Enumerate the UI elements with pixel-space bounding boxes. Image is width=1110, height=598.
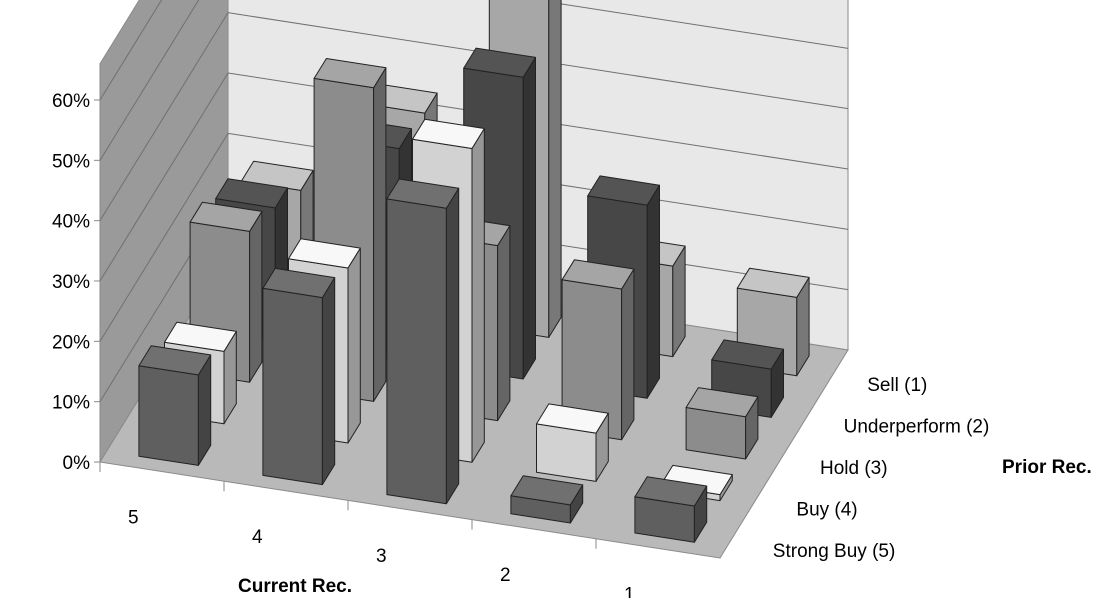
z-tick-label: 50% <box>52 151 90 172</box>
bar-side-face <box>497 225 511 422</box>
bar-side-face <box>471 128 485 463</box>
z-tick-label: 60% <box>52 91 90 112</box>
x-tick-label: 4 <box>252 527 263 548</box>
bar-side-face <box>373 67 387 402</box>
z-tick-label: 10% <box>52 393 90 414</box>
bar-front-face <box>536 423 597 482</box>
x-tick-label: 2 <box>500 565 511 586</box>
bars <box>138 0 810 543</box>
bar <box>386 178 460 505</box>
gridline-side <box>99 72 229 282</box>
bar-top-face <box>138 345 212 376</box>
bar-top-face <box>536 403 609 434</box>
y-tick-label: Sell (1) <box>867 375 927 396</box>
bar-top-face <box>164 321 237 352</box>
bar-side-face <box>522 56 536 380</box>
bar-top-face <box>561 259 635 290</box>
bar-side-face <box>249 210 263 383</box>
bar-top-face <box>215 178 288 209</box>
bar <box>634 476 708 543</box>
bar-side-face <box>548 0 562 338</box>
bar-side-face <box>445 187 460 505</box>
bar-top-face <box>262 267 336 299</box>
bar-front-face <box>138 365 199 466</box>
bar <box>561 259 635 441</box>
bar-side-face <box>321 277 336 486</box>
bar-side-face <box>347 247 361 444</box>
y-axis-title: Prior Rec. <box>1002 457 1092 478</box>
x-tick-label: 3 <box>376 546 387 567</box>
bar-front-face <box>262 287 323 486</box>
z-tick-label: 40% <box>52 212 90 233</box>
bar <box>536 403 609 482</box>
y-tick-label: Underperform (2) <box>844 416 990 437</box>
bar <box>262 267 336 486</box>
bar-top-face <box>634 476 708 507</box>
bar <box>685 387 759 460</box>
x-tick-label: 1 <box>624 584 635 598</box>
x-tick-label: 5 <box>128 508 139 529</box>
tick-labels: 0% 10% 20% 30% 40% 50% 60% 5 4 3 2 1 Strong Buy (5) B… <box>52 91 989 598</box>
y-tick-label: Buy (4) <box>796 500 857 521</box>
z-tick-label: 20% <box>52 332 90 353</box>
bar-top-face <box>386 178 460 209</box>
bar-side-face <box>621 268 635 441</box>
gridline-side <box>99 133 229 342</box>
bar <box>510 475 584 524</box>
bar-top-face <box>412 118 485 149</box>
bar-top-face <box>288 238 361 269</box>
z-tick-label: 30% <box>52 272 90 293</box>
gridline-side <box>99 12 229 221</box>
gridline-side <box>99 0 200 161</box>
bar-top-face <box>685 387 759 418</box>
bar-top-face <box>711 339 784 370</box>
z-tick-label: 0% <box>63 453 91 474</box>
bar-side-face <box>646 184 660 399</box>
bar-front-face <box>386 198 447 505</box>
y-tick-label: Strong Buy (5) <box>773 541 896 562</box>
bar-top-face <box>587 175 660 206</box>
bar-top-face <box>313 58 387 89</box>
x-axis-title: Current Rec. <box>238 576 352 597</box>
y-tick-label: Hold (3) <box>820 458 888 479</box>
gridline-side <box>99 0 163 101</box>
bar-top-face <box>736 267 810 298</box>
bar <box>138 345 212 466</box>
bar-top-face <box>189 201 263 232</box>
bar-top-face <box>463 47 536 78</box>
bar-top-face <box>510 475 584 506</box>
